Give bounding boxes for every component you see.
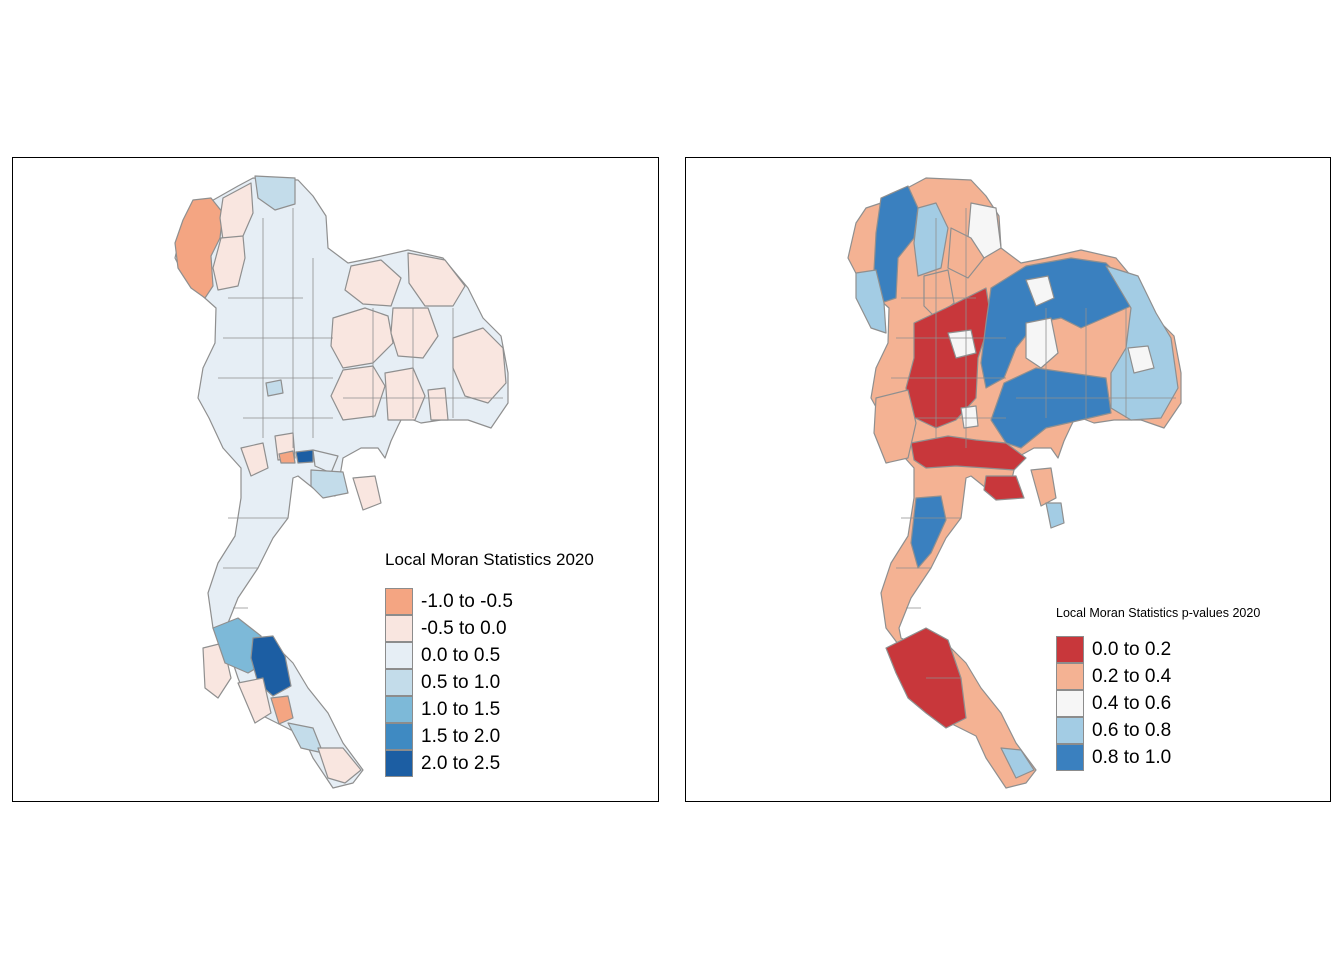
map-region [452, 327, 507, 404]
legend-item: 0.2 to 0.4 [1056, 663, 1260, 690]
map-region [1025, 275, 1055, 307]
legend-swatch [385, 588, 413, 615]
map-region [1000, 747, 1035, 779]
map-legend: Local Moran Statistics p-values 2020 0.0… [1056, 606, 1260, 771]
legend-item: 2.0 to 2.5 [385, 750, 594, 777]
map-region [873, 185, 919, 304]
legend-swatch [385, 723, 413, 750]
map-region [1105, 265, 1179, 421]
map-region [330, 307, 394, 369]
legend-item: 0.8 to 1.0 [1056, 744, 1260, 771]
legend-title: Local Moran Statistics 2020 [385, 550, 594, 569]
map-region [1127, 345, 1155, 374]
legend-item: -1.0 to -0.5 [385, 588, 594, 615]
map-region [910, 435, 1027, 471]
legend-item: 1.5 to 2.0 [385, 723, 594, 750]
map-region [1025, 317, 1059, 369]
legend-label: 2.0 to 2.5 [421, 752, 501, 774]
map-region [960, 405, 979, 429]
legend-swatch [385, 642, 413, 669]
map-region [270, 695, 294, 725]
legend-item: 0.0 to 0.2 [1056, 636, 1260, 663]
legend-swatch [385, 615, 413, 642]
map-region [947, 329, 977, 359]
legend-title: Local Moran Statistics p-values 2020 [1056, 606, 1261, 620]
map-region [384, 367, 426, 421]
legend-item: 0.6 to 0.8 [1056, 717, 1260, 744]
legend-swatch [1056, 717, 1084, 744]
legend-label: 0.8 to 1.0 [1092, 746, 1172, 768]
legend-swatch [385, 750, 413, 777]
thailand-pvalue-map [847, 177, 1182, 789]
legend-label: 0.4 to 0.6 [1092, 692, 1172, 714]
map-region [310, 469, 349, 499]
map-region [1030, 467, 1057, 507]
legend-item: 1.0 to 1.5 [385, 696, 594, 723]
legend-item: 0.5 to 1.0 [385, 669, 594, 696]
legend-label: 0.6 to 0.8 [1092, 719, 1172, 741]
legend-item: -0.5 to 0.0 [385, 615, 594, 642]
legend-label: 0.0 to 0.5 [421, 644, 501, 666]
legend-label: 1.0 to 1.5 [421, 698, 501, 720]
map-region [240, 442, 269, 477]
map-region [407, 252, 466, 307]
thailand-local-moran-map [174, 175, 509, 789]
map-region [427, 387, 449, 421]
legend-item: 0.4 to 0.6 [1056, 690, 1260, 717]
map-region [390, 307, 439, 359]
map-region [1045, 502, 1065, 529]
map-region [855, 269, 887, 334]
legend-swatch [1056, 690, 1084, 717]
local-moran-map-panel: Local Moran Statistics 2020 -1.0 to -0.5… [12, 157, 659, 802]
map-region [873, 389, 917, 464]
map-region [990, 367, 1112, 449]
map-legend: Local Moran Statistics 2020 -1.0 to -0.5… [385, 550, 594, 777]
map-region [983, 475, 1025, 501]
legend-label: 0.2 to 0.4 [1092, 665, 1172, 687]
legend-swatch [385, 696, 413, 723]
map-region [352, 475, 382, 511]
legend-swatch [1056, 663, 1084, 690]
map-region [967, 202, 1002, 259]
map-region [278, 450, 296, 464]
legend-swatch [1056, 636, 1084, 663]
legend-label: 0.0 to 0.2 [1092, 638, 1172, 660]
legend-label: 0.5 to 1.0 [421, 671, 501, 693]
map-region [344, 259, 402, 307]
legend-swatch [385, 669, 413, 696]
legend-item: 0.0 to 0.5 [385, 642, 594, 669]
map-region [980, 257, 1132, 389]
map-region [913, 202, 949, 277]
legend-label: -1.0 to -0.5 [421, 590, 513, 612]
map-region [237, 677, 272, 724]
map-region [254, 175, 296, 211]
legend-label: 1.5 to 2.0 [421, 725, 501, 747]
map-region [265, 379, 284, 397]
map-region [910, 495, 947, 569]
map-region [317, 747, 362, 784]
local-moran-pvalue-map-panel: Local Moran Statistics p-values 2020 0.0… [685, 157, 1331, 802]
legend-label: -0.5 to 0.0 [421, 617, 507, 639]
map-region [212, 235, 246, 291]
legend-swatch [1056, 744, 1084, 771]
map-region [295, 449, 314, 464]
